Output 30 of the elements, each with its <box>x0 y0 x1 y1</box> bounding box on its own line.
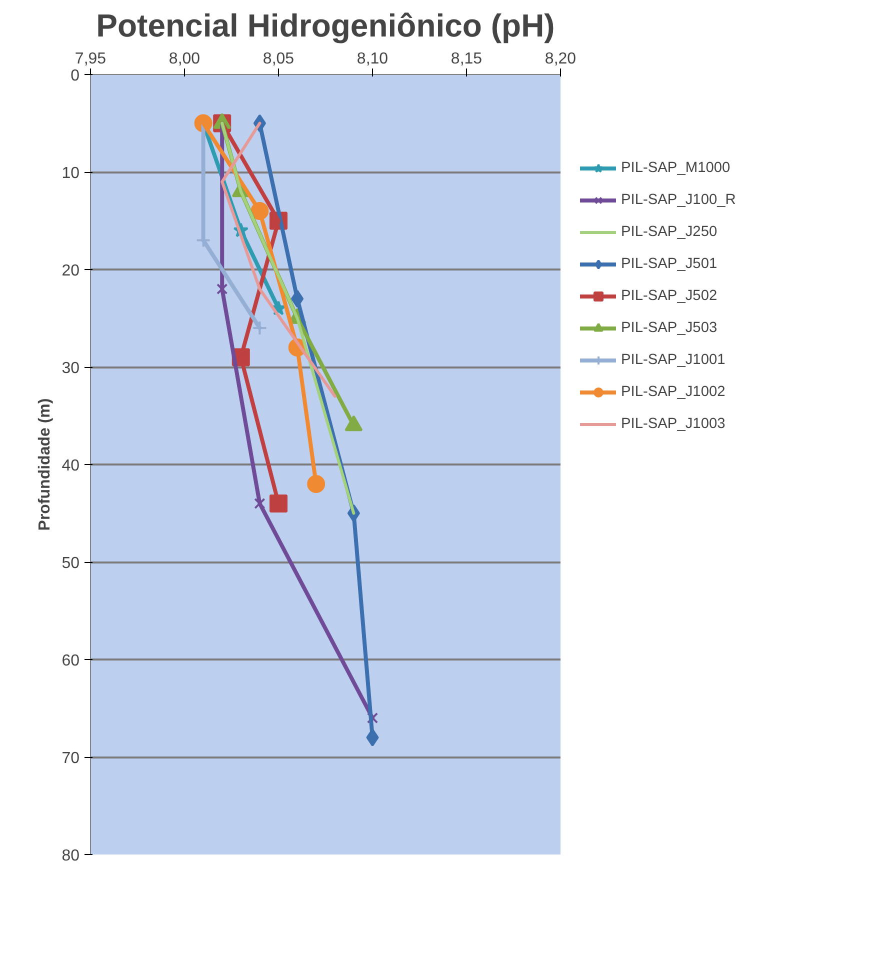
y-tick-label: 0 <box>70 68 80 84</box>
y-tick-label: 40 <box>62 458 80 474</box>
y-tick-label: 60 <box>62 652 80 670</box>
y-tick-label: 20 <box>62 262 80 280</box>
y-tick-label: 30 <box>62 360 80 377</box>
x-tick-label: 7,95 <box>74 50 106 68</box>
x-tick-label: 8,20 <box>544 50 576 68</box>
x-tick-label: 8,05 <box>262 50 294 68</box>
legend-label: PIL-SAP_J502 <box>621 288 718 304</box>
legend-label: PIL-SAP_J503 <box>621 320 718 336</box>
legend-label: PIL-SAP_J1003 <box>621 416 726 432</box>
point <box>216 283 228 295</box>
chart-title: Potencial Hidrogeniônico (pH) <box>96 8 555 44</box>
y-tick-label: 70 <box>62 750 80 767</box>
point <box>254 498 266 510</box>
point <box>366 712 378 724</box>
legend-label: PIL-SAP_J100_R <box>621 192 736 208</box>
y-axis-title: Profundidade (m) <box>36 398 54 531</box>
legend-label: PIL-SAP_J1002 <box>621 384 726 400</box>
x-tick-label: 8,15 <box>450 50 482 68</box>
x-tick-label: 8,00 <box>168 50 200 68</box>
y-tick-label: 80 <box>62 848 80 864</box>
legend-label: PIL-SAP_J250 <box>621 224 718 240</box>
point <box>252 320 268 336</box>
x-tick-label: 8,10 <box>356 50 388 68</box>
y-tick-label: 50 <box>62 555 80 572</box>
legend-label: PIL-SAP_J501 <box>621 256 718 272</box>
legend-label: PIL-SAP_J1001 <box>621 352 726 368</box>
legend-label: PIL-SAP_M1000 <box>621 160 730 176</box>
y-tick-label: 10 <box>62 165 80 182</box>
